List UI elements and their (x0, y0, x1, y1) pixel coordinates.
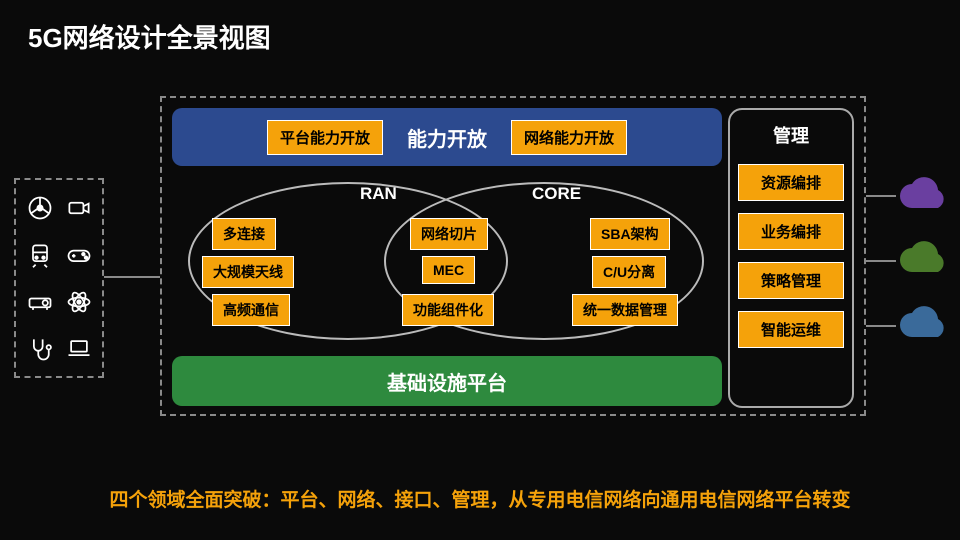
connector-cloud-1 (866, 195, 896, 197)
gamepad-icon (61, 233, 96, 276)
connector-cloud-3 (866, 325, 896, 327)
chip-high-freq: 高频通信 (212, 294, 290, 326)
infrastructure-bar: 基础设施平台 (172, 356, 722, 406)
capability-title: 能力开放 (407, 123, 487, 152)
cloud-icon-1 (894, 176, 952, 221)
chip-cu-sep: C/U分离 (592, 256, 666, 288)
mgmt-item-resource: 资源编排 (738, 164, 844, 201)
venn-label-core: CORE (532, 184, 581, 204)
chip-mec: MEC (422, 256, 475, 284)
chip-sba: SBA架构 (590, 218, 670, 250)
chip-udm: 统一数据管理 (572, 294, 678, 326)
core-area: 平台能力开放 能力开放 网络能力开放 RAN CORE 多连接 大规模天线 高频… (172, 108, 722, 408)
chip-modular: 功能组件化 (402, 294, 494, 326)
atom-icon (61, 280, 96, 323)
management-title: 管理 (773, 122, 809, 148)
venn-label-ran: RAN (360, 184, 397, 204)
chip-massive-mimo: 大规模天线 (202, 256, 294, 288)
cloud-icon-3 (894, 305, 952, 350)
camera-icon (61, 186, 96, 229)
steering-wheel-icon (22, 186, 57, 229)
chip-platform-open: 平台能力开放 (267, 120, 383, 155)
mgmt-item-service: 业务编排 (738, 213, 844, 250)
chip-network-open: 网络能力开放 (511, 120, 627, 155)
capability-bar: 平台能力开放 能力开放 网络能力开放 (172, 108, 722, 166)
bottom-caption: 四个领域全面突破：平台、网络、接口、管理，从专用电信网络向通用电信网络平台转变 (0, 485, 960, 512)
venn-diagram: RAN CORE 多连接 大规模天线 高频通信 网络切片 MEC 功能组件化 S… (172, 178, 722, 344)
connector-left (104, 276, 160, 278)
page-title: 5G网络设计全景视图 (28, 18, 271, 55)
cloud-icon-2 (894, 240, 952, 285)
train-icon (22, 233, 57, 276)
connector-cloud-2 (866, 260, 896, 262)
device-icon-grid (14, 178, 104, 378)
mgmt-item-aiops: 智能运维 (738, 311, 844, 348)
chip-multi-connect: 多连接 (212, 218, 276, 250)
laptop-icon (61, 327, 96, 370)
projector-icon (22, 280, 57, 323)
stethoscope-icon (22, 327, 57, 370)
mgmt-item-policy: 策略管理 (738, 262, 844, 299)
chip-slicing: 网络切片 (410, 218, 488, 250)
management-panel: 管理 资源编排 业务编排 策略管理 智能运维 (728, 108, 854, 408)
main-container: 平台能力开放 能力开放 网络能力开放 RAN CORE 多连接 大规模天线 高频… (160, 96, 866, 416)
